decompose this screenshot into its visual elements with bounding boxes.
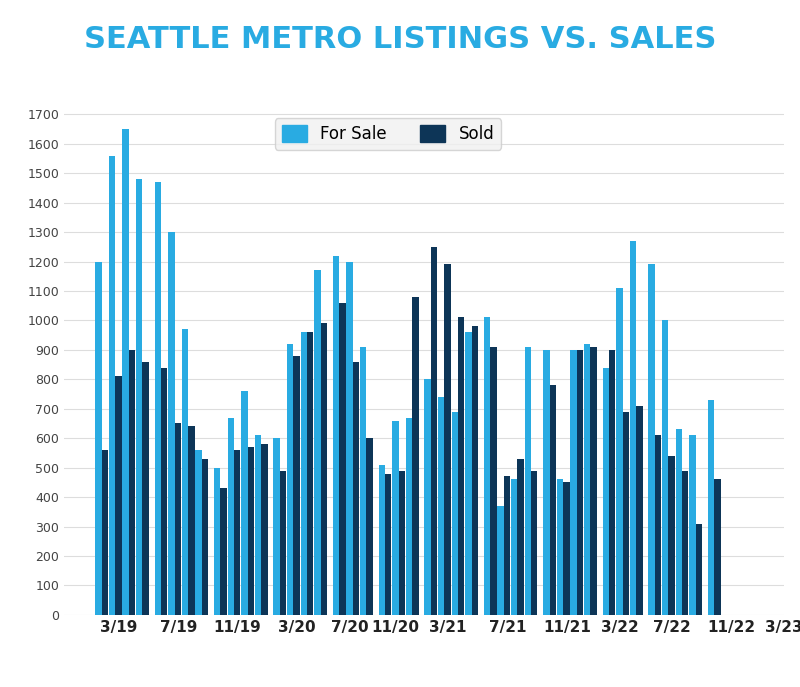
Bar [366,438,373,615]
Text: MERCER   ⓐⓐ   ISLAND: MERCER ⓐⓐ ISLAND [331,642,469,655]
Bar [649,264,655,615]
Bar [438,397,445,615]
Bar [122,129,129,615]
Bar [287,344,294,615]
Bar [392,420,398,615]
Bar [202,459,208,615]
Bar [531,471,538,615]
Bar [339,303,346,615]
Bar [563,482,570,615]
Bar [630,241,636,615]
Bar [248,447,254,615]
Bar [398,471,405,615]
Bar [458,317,464,615]
Bar [543,350,550,615]
Bar [115,376,122,615]
Bar [484,317,490,615]
Bar [511,480,518,615]
Bar [294,356,300,615]
Bar [261,444,267,615]
Bar [228,418,234,615]
Bar [655,436,661,615]
Bar [518,459,524,615]
Bar [321,324,327,615]
Bar [471,326,478,615]
Bar [466,333,471,615]
Bar [301,333,307,615]
Bar [174,423,181,615]
Bar [129,350,135,615]
Bar [622,412,629,615]
Bar [616,288,622,615]
Bar [662,320,669,615]
Bar [378,464,385,615]
Bar [412,297,418,615]
Bar [142,361,149,615]
Bar [570,350,577,615]
Legend: For Sale, Sold: For Sale, Sold [275,118,501,150]
Bar [590,347,597,615]
Bar [195,450,202,615]
Bar [425,379,431,615]
Bar [353,361,359,615]
Text: SEATTLE METRO LISTINGS VS. SALES: SEATTLE METRO LISTINGS VS. SALES [84,25,716,54]
Bar [214,468,221,615]
Bar [690,436,695,615]
Bar [609,350,615,615]
Bar [452,412,458,615]
Bar [182,329,188,615]
Bar [221,488,227,615]
Bar [154,182,161,615]
Bar [504,477,510,615]
Bar [360,347,366,615]
Bar [274,438,280,615]
Bar [280,471,286,615]
Bar [676,429,682,615]
Bar [95,262,102,615]
Bar [708,400,714,615]
Bar [161,368,167,615]
Bar [346,262,353,615]
Bar [525,347,531,615]
Bar [445,264,450,615]
Bar [550,385,556,615]
Bar [557,480,563,615]
Bar [490,347,497,615]
Bar [255,436,261,615]
Bar [602,368,609,615]
Bar [682,471,688,615]
Bar [695,523,702,615]
Bar [234,450,240,615]
Bar [168,232,174,615]
Bar [431,247,438,615]
Bar [406,418,412,615]
Bar [669,456,674,615]
Bar [636,406,642,615]
Bar [307,333,314,615]
Bar [242,391,248,615]
Bar [577,350,583,615]
Bar [188,427,194,615]
Bar [714,480,721,615]
Bar [333,256,339,615]
Bar [498,506,504,615]
Bar [109,155,115,615]
Bar [102,450,108,615]
Bar [385,473,391,615]
Bar [314,271,321,615]
Bar [136,179,142,615]
Bar [584,344,590,615]
